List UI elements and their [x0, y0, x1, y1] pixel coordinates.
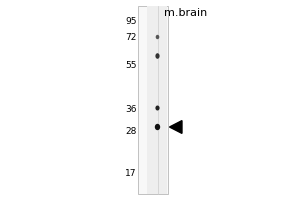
Text: 17: 17 [125, 170, 136, 178]
Text: 36: 36 [125, 104, 136, 114]
Ellipse shape [155, 106, 160, 110]
Ellipse shape [155, 124, 160, 130]
Text: 95: 95 [125, 17, 136, 25]
Ellipse shape [156, 35, 159, 39]
Text: m.brain: m.brain [164, 8, 208, 18]
Text: 28: 28 [125, 128, 136, 136]
Ellipse shape [155, 53, 160, 59]
Bar [147, 6, 167, 194]
Text: 72: 72 [125, 32, 136, 42]
Polygon shape [169, 121, 182, 133]
Text: 55: 55 [125, 62, 136, 71]
Bar [138, 6, 168, 194]
